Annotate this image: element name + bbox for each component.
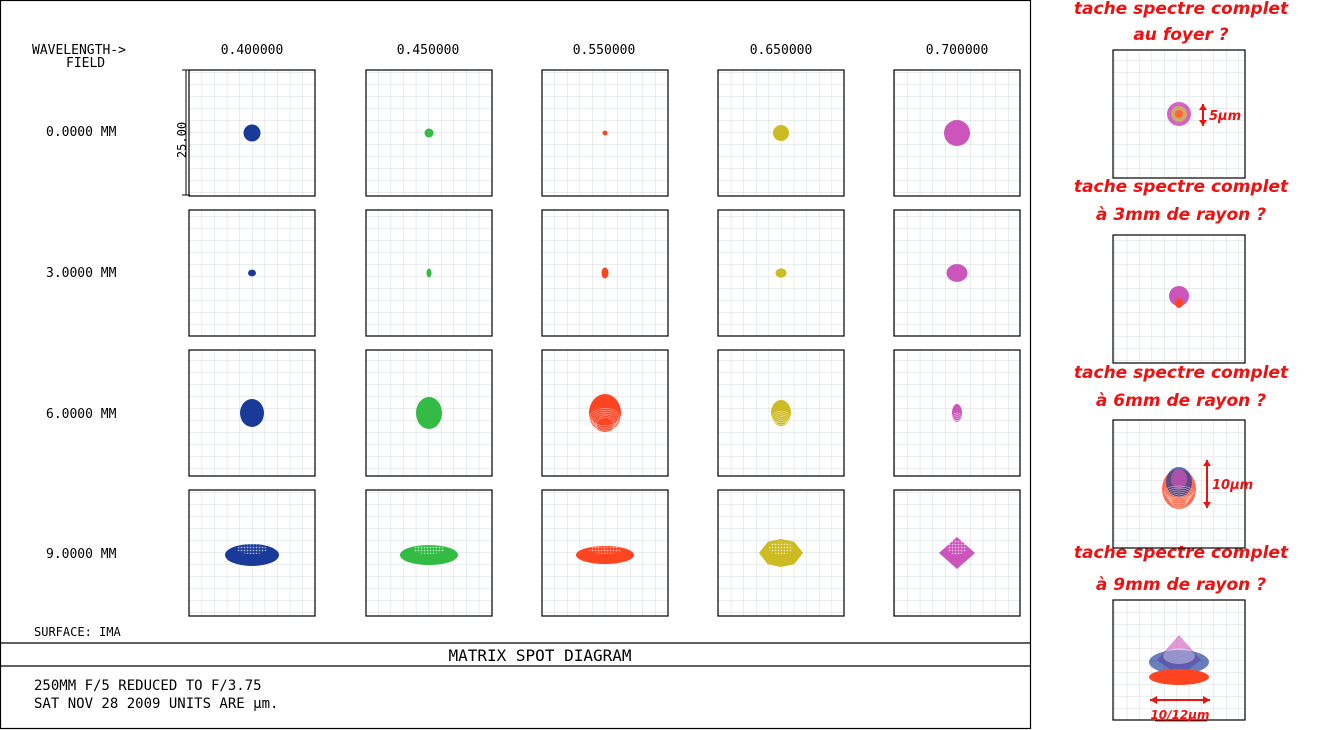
dimension-label: 10µm	[1212, 478, 1253, 493]
dimension-arrow-5um	[1199, 104, 1207, 126]
side-title-line: à 3mm de rayon ?	[1096, 205, 1266, 225]
wavelength-label: WAVELENGTH->	[32, 43, 126, 58]
spot	[1175, 110, 1183, 118]
spot-box	[541, 489, 669, 617]
side-title-1: tache spectre complet au foyer ?	[1074, 0, 1289, 45]
spot-fringe	[589, 545, 621, 554]
spot	[248, 269, 256, 277]
spot-box	[893, 349, 1021, 477]
spot	[773, 125, 789, 141]
wavelength-header-1: 0.400000	[221, 43, 284, 58]
spot-box	[893, 69, 1021, 197]
spot-box	[365, 349, 493, 477]
wavelength-header-4: 0.650000	[750, 43, 813, 58]
spot-box	[541, 349, 669, 477]
wavelength-header-5: 0.700000	[926, 43, 989, 58]
spot-box	[188, 209, 316, 337]
spot-box	[541, 69, 669, 197]
spot	[1171, 469, 1187, 489]
spot	[602, 130, 608, 136]
spot-box	[541, 209, 669, 337]
spot-box	[188, 69, 316, 197]
field-label: FIELD	[66, 56, 105, 71]
field-label-3: 6.0000 MM	[46, 407, 117, 422]
scale-label: 25.00	[175, 122, 189, 158]
side-title-line: à 6mm de rayon ?	[1096, 391, 1266, 411]
spot	[243, 124, 261, 142]
spot-fringe	[413, 545, 445, 554]
figure-frame	[0, 0, 1032, 730]
spot	[1175, 298, 1183, 308]
spot-box	[717, 69, 845, 197]
spot-box	[188, 349, 316, 477]
dimension-arrow-10-12um	[1150, 696, 1210, 704]
side-spot-box	[1112, 234, 1246, 364]
spot-box	[893, 209, 1021, 337]
spot-fringe	[768, 541, 794, 555]
spot	[424, 128, 434, 138]
spot-box	[717, 489, 845, 617]
dimension-label: 10/12µm	[1150, 708, 1209, 722]
field-label-2: 3.0000 MM	[46, 266, 117, 281]
spot	[1149, 669, 1209, 685]
spot-box	[365, 209, 493, 337]
side-title-line: tache spectre complet	[1074, 177, 1289, 197]
footer-line-1: 250MM F/5 REDUCED TO F/3.75	[34, 678, 262, 694]
wavelength-header-2: 0.450000	[397, 43, 460, 58]
side-spot-box	[1112, 49, 1246, 179]
footer-line-2: SAT NOV 28 2009 UNITS ARE µm.	[34, 696, 278, 712]
side-title-line: tache spectre complet	[1074, 363, 1289, 383]
field-label-1: 0.0000 MM	[46, 125, 117, 140]
spot-box	[365, 69, 493, 197]
spot	[601, 267, 609, 279]
spot-box	[365, 489, 493, 617]
side-spot-box	[1112, 419, 1246, 549]
side-title-3: tache spectre complet à 6mm de rayon ?	[1074, 363, 1289, 411]
side-title-line: au foyer ?	[1133, 25, 1228, 45]
spot-fringe	[237, 544, 267, 555]
surface-label: SURFACE: IMA	[34, 625, 121, 639]
side-title-line: à 9mm de rayon ?	[1096, 575, 1266, 595]
side-spot-box	[1112, 599, 1246, 721]
dimension-arrow-10um	[1203, 460, 1211, 508]
spot	[589, 394, 621, 432]
dimension-annotations: 5µm 10µm 10/12µm	[1150, 104, 1253, 722]
spot-box	[717, 349, 845, 477]
dimension-label: 5µm	[1209, 109, 1241, 124]
spot	[1149, 650, 1209, 674]
spot	[775, 268, 787, 278]
spot	[946, 264, 968, 282]
spot	[240, 399, 264, 427]
chart-title: MATRIX SPOT DIAGRAM	[448, 646, 631, 665]
matrix-spot-diagram: WAVELENGTH-> FIELD 0.400000 0.450000 0.5…	[0, 0, 1032, 730]
spot-fringe	[947, 540, 967, 555]
side-title-line: tache spectre complet	[1074, 0, 1289, 19]
spot-box	[717, 209, 845, 337]
spot-box	[893, 489, 1021, 617]
spot	[426, 268, 432, 278]
side-title-2: tache spectre complet à 3mm de rayon ?	[1074, 177, 1289, 225]
spot-box	[188, 489, 316, 617]
field-label-4: 9.0000 MM	[46, 547, 117, 562]
wavelength-header-3: 0.550000	[573, 43, 636, 58]
spot	[944, 120, 970, 146]
spot	[416, 397, 442, 429]
spot	[1169, 286, 1189, 306]
